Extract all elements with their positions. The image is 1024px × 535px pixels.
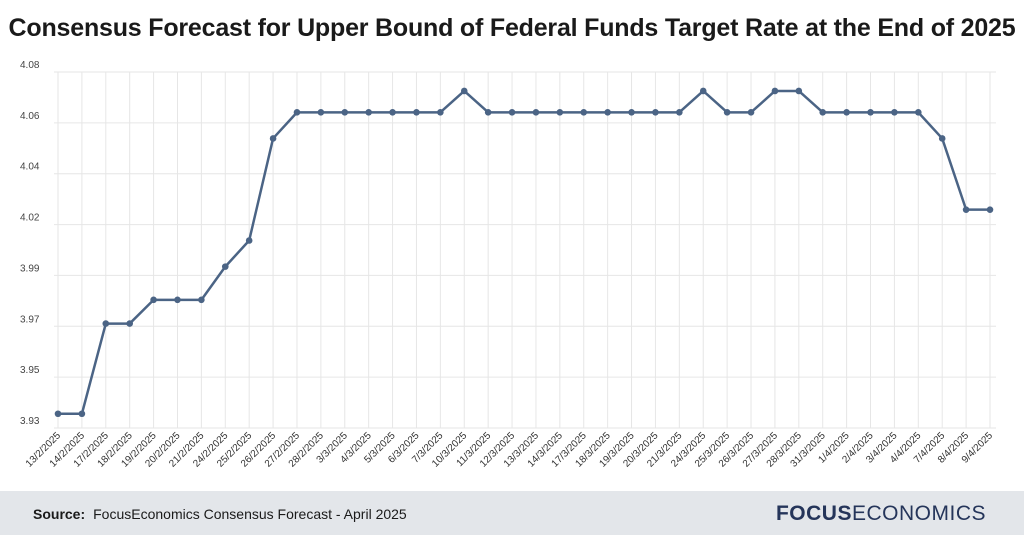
source-note: Source: FocusEconomics Consensus Forecast…: [33, 506, 407, 522]
data-point[interactable]: [843, 109, 850, 116]
data-point[interactable]: [676, 109, 683, 116]
series-line: [54, 87, 994, 418]
data-point[interactable]: [915, 109, 922, 116]
data-point[interactable]: [891, 109, 898, 116]
data-point[interactable]: [962, 206, 970, 213]
y-tick-label: 4.06: [20, 111, 40, 122]
data-point[interactable]: [78, 410, 86, 418]
gridlines: [54, 71, 996, 429]
data-point[interactable]: [437, 109, 444, 116]
data-point[interactable]: [771, 87, 779, 95]
data-point[interactable]: [341, 109, 349, 116]
brand-logo: FOCUSECONOMICS: [775, 502, 986, 525]
data-point[interactable]: [652, 109, 659, 116]
data-point[interactable]: [102, 320, 110, 327]
data-point[interactable]: [293, 109, 301, 116]
data-point[interactable]: [54, 410, 62, 418]
data-point[interactable]: [484, 109, 492, 116]
data-point[interactable]: [317, 109, 325, 116]
data-point[interactable]: [867, 109, 874, 116]
data-point[interactable]: [795, 87, 803, 95]
source-text: FocusEconomics Consensus Forecast - Apri…: [93, 506, 407, 522]
y-tick-label: 4.08: [20, 60, 40, 71]
data-point[interactable]: [580, 109, 588, 116]
source-label: Source:: [33, 506, 86, 522]
data-point[interactable]: [699, 87, 707, 95]
data-point[interactable]: [150, 296, 157, 304]
data-point[interactable]: [198, 296, 205, 304]
y-tick-label: 3.97: [20, 314, 40, 325]
data-point[interactable]: [628, 109, 635, 116]
data-point[interactable]: [747, 109, 755, 116]
series-path: [58, 89, 990, 416]
line-chart: 4.08 4.06 4.04 4.02 3.99 3.97 3.95 3.93 13/2/20…: [20, 60, 996, 470]
data-point[interactable]: [532, 109, 540, 116]
y-tick-label: 3.99: [20, 263, 40, 274]
data-point[interactable]: [556, 109, 564, 116]
footer: Source: FocusEconomics Consensus Forecast…: [0, 491, 1024, 535]
data-point[interactable]: [221, 263, 229, 270]
y-tick-label: 4.02: [20, 213, 40, 224]
data-point[interactable]: [723, 109, 731, 116]
y-tick-label: 4.04: [20, 162, 40, 173]
data-point[interactable]: [269, 135, 277, 142]
y-tick-label: 3.93: [20, 416, 40, 427]
data-point[interactable]: [389, 109, 396, 116]
data-point[interactable]: [604, 109, 611, 116]
data-point[interactable]: [819, 109, 827, 116]
y-axis-tick-labels: 4.08 4.06 4.04 4.02 3.99 3.97 3.95 3.93: [20, 60, 40, 427]
data-point[interactable]: [460, 87, 468, 95]
data-point[interactable]: [174, 296, 181, 304]
y-tick-label: 3.95: [20, 365, 40, 376]
x-axis-tick-labels: 13/2/202514/2/202517/2/202518/2/202519/2…: [24, 430, 996, 470]
chart-title: Consensus Forecast for Upper Bound of Fe…: [8, 14, 1016, 42]
data-point[interactable]: [508, 109, 516, 116]
data-point[interactable]: [986, 206, 994, 213]
data-point[interactable]: [938, 135, 946, 142]
data-point[interactable]: [413, 109, 420, 116]
data-point[interactable]: [365, 109, 372, 116]
data-point[interactable]: [126, 320, 133, 327]
data-point[interactable]: [245, 237, 253, 244]
